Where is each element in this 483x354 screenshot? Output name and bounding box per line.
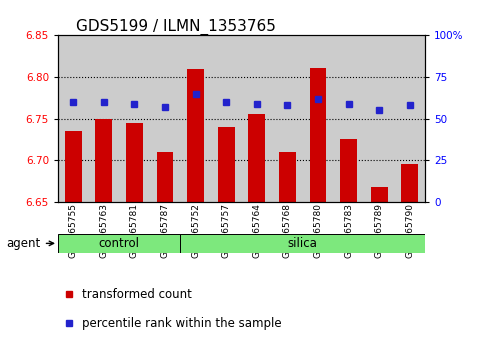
Bar <box>156 152 173 202</box>
Bar <box>180 35 211 202</box>
Text: percentile rank within the sample: percentile rank within the sample <box>82 317 282 330</box>
Bar <box>242 35 272 202</box>
Bar <box>395 35 425 202</box>
Bar <box>211 35 242 202</box>
Text: agent: agent <box>7 237 54 250</box>
Bar <box>126 123 143 202</box>
Bar <box>364 35 395 202</box>
Bar <box>58 234 180 253</box>
Bar <box>58 35 88 202</box>
Bar <box>119 35 150 202</box>
Bar <box>150 35 180 202</box>
Bar <box>310 68 327 202</box>
Text: control: control <box>99 237 140 250</box>
Bar <box>218 127 235 202</box>
Bar <box>272 35 303 202</box>
Bar <box>401 164 418 202</box>
Text: GDS5199 / ILMN_1353765: GDS5199 / ILMN_1353765 <box>76 19 276 35</box>
Bar <box>180 234 425 253</box>
Bar <box>88 35 119 202</box>
Bar <box>248 114 265 202</box>
Bar <box>65 131 82 202</box>
Bar <box>187 69 204 202</box>
Text: silica: silica <box>288 237 318 250</box>
Bar <box>371 187 387 202</box>
Bar <box>303 35 333 202</box>
Bar <box>333 35 364 202</box>
Text: transformed count: transformed count <box>82 288 192 301</box>
Bar <box>96 119 112 202</box>
Bar <box>340 139 357 202</box>
Bar <box>279 152 296 202</box>
